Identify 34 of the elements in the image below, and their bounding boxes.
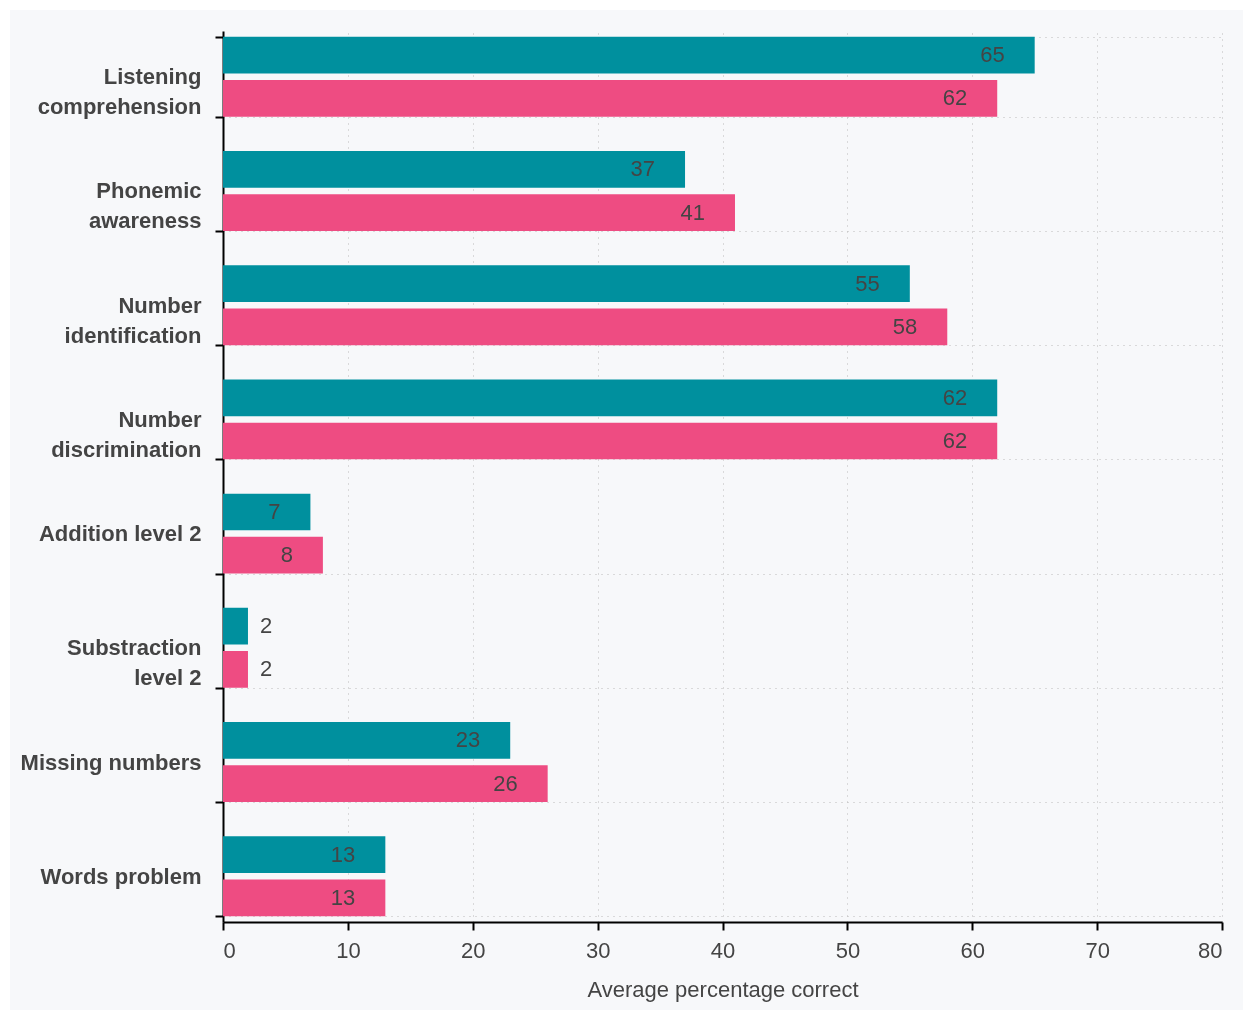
y-tick-label: Words problem	[40, 863, 202, 889]
data-label: 23	[455, 727, 481, 753]
y-tick-label: Listening comprehension	[37, 64, 202, 120]
data-label: 13	[330, 884, 356, 910]
x-tick-label: 60	[960, 937, 985, 963]
data-label: 62	[942, 384, 968, 410]
data-label: 62	[942, 85, 968, 111]
data-label: 62	[942, 428, 968, 453]
data-label: 65	[980, 42, 1005, 68]
data-label: 7	[268, 499, 281, 524]
data-label: 41	[680, 199, 705, 225]
data-label: 26	[493, 770, 518, 796]
x-tick-label: 30	[585, 937, 611, 963]
x-tick-label: 40	[710, 937, 736, 963]
y-tick-label: Missing numbers	[20, 749, 202, 775]
x-axis-title: Average percentage correct	[587, 976, 859, 1002]
x-tick-label: 20	[461, 937, 486, 963]
x-tick-label: 70	[1085, 937, 1110, 963]
data-label: 2	[259, 613, 273, 639]
x-tick-label: 80	[1198, 937, 1223, 963]
data-label: 2	[259, 656, 273, 682]
data-label: 13	[330, 841, 356, 867]
x-tick-label: 0	[223, 937, 236, 963]
x-tick-label: 50	[835, 937, 861, 963]
x-tick-label: 10	[336, 937, 361, 963]
y-tick-label: Phonemic awareness	[88, 178, 202, 234]
y-tick-label: Substraction level 2	[67, 635, 202, 691]
y-tick-label: Number identification	[64, 292, 202, 348]
data-label: 55	[855, 270, 880, 296]
y-tick-label: Number discrimination	[51, 406, 202, 462]
data-label: 58	[892, 313, 918, 339]
data-label: 37	[630, 156, 656, 182]
y-tick-label: Addition level 2	[38, 521, 202, 547]
data-label: 8	[280, 542, 293, 568]
